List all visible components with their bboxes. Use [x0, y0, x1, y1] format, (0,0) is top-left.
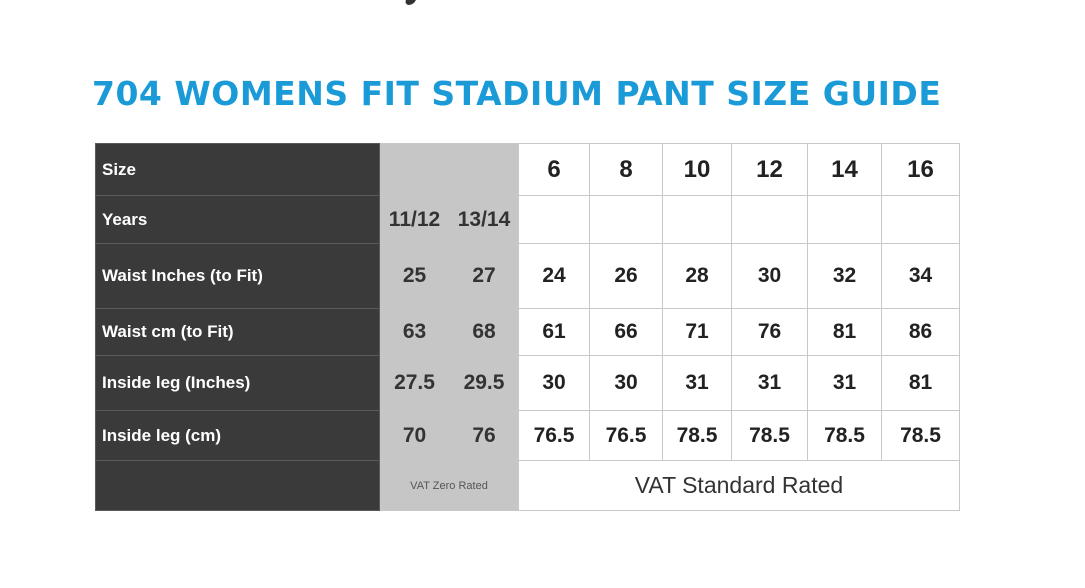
table-cell: 32 [807, 243, 882, 309]
table-cell: 28 [662, 243, 732, 309]
table-cell: 86 [881, 308, 960, 356]
table-cell: 78.5 [731, 410, 808, 461]
table-cell [807, 195, 882, 244]
footer-row: VAT Zero Rated VAT Standard Rated [95, 460, 960, 511]
table-cell: 76.5 [518, 410, 590, 461]
row-label [95, 460, 380, 511]
row-label: Inside leg (Inches) [95, 355, 380, 411]
table-cell: 8 [589, 143, 663, 196]
table-cell: 24 [518, 243, 590, 309]
table-row: Inside leg (cm) 70 76 76.5 76.5 78.5 78.5 78.5 7… [95, 410, 960, 461]
table-cell: 6 [518, 143, 590, 196]
table-row: Waist Inches (to Fit) 25 27 24 26 28 30 32 34 [95, 243, 960, 309]
vat-standard-rated: VAT Standard Rated [518, 460, 960, 511]
table-cell: 76.5 [589, 410, 663, 461]
table-cell: 26 [589, 243, 663, 309]
row-label: Years [95, 195, 380, 244]
table-cell: 10 [662, 143, 732, 196]
table-cell: 68 [449, 308, 519, 356]
table-cell: 78.5 [662, 410, 732, 461]
table-cell [589, 195, 663, 244]
table-cell: 66 [589, 308, 663, 356]
table-cell: 25 [379, 243, 450, 309]
table-cell: 61 [518, 308, 590, 356]
table-cell: 11/12 [379, 195, 450, 244]
table-cell: 81 [881, 355, 960, 411]
page-title: 704 WOMENS FIT STADIUM PANT SIZE GUIDE [92, 74, 942, 113]
table-cell: 31 [731, 355, 808, 411]
table-cell [518, 195, 590, 244]
table-cell: 27.5 [379, 355, 450, 411]
table-row: Size 6 8 10 12 14 16 [95, 143, 960, 196]
table-cell [662, 195, 732, 244]
table-cell [731, 195, 808, 244]
table-cell: 76 [731, 308, 808, 356]
table-cell: 29.5 [449, 355, 519, 411]
table-cell [881, 195, 960, 244]
table-cell: 27 [449, 243, 519, 309]
table-cell: 34 [881, 243, 960, 309]
table-cell: 14 [807, 143, 882, 196]
table-cell: 76 [449, 410, 519, 461]
table-cell: 70 [379, 410, 450, 461]
table-cell [449, 143, 519, 196]
table-cell: 81 [807, 308, 882, 356]
table-cell: 31 [807, 355, 882, 411]
cropped-glyph [404, 0, 416, 5]
table-cell: 30 [589, 355, 663, 411]
table-row: Years 11/12 13/14 [95, 195, 960, 244]
table-cell: 30 [731, 243, 808, 309]
table-cell: 31 [662, 355, 732, 411]
table-cell: 78.5 [807, 410, 882, 461]
row-label: Size [95, 143, 380, 196]
table-cell: 13/14 [449, 195, 519, 244]
vat-zero-rated: VAT Zero Rated [379, 460, 519, 511]
table-row: Inside leg (Inches) 27.5 29.5 30 30 31 31 31 81 [95, 355, 960, 411]
row-label: Waist Inches (to Fit) [95, 243, 380, 309]
table-cell: 30 [518, 355, 590, 411]
table-cell: 78.5 [881, 410, 960, 461]
table-cell [379, 143, 450, 196]
size-guide-table: Size 6 8 10 12 14 16 Years 11/12 13/14 Waist Inche… [95, 143, 960, 511]
row-label: Inside leg (cm) [95, 410, 380, 461]
table-row: Waist cm (to Fit) 63 68 61 66 71 76 81 86 [95, 308, 960, 356]
table-cell: 63 [379, 308, 450, 356]
table-cell: 12 [731, 143, 808, 196]
row-label: Waist cm (to Fit) [95, 308, 380, 356]
table-cell: 71 [662, 308, 732, 356]
table-cell: 16 [881, 143, 960, 196]
